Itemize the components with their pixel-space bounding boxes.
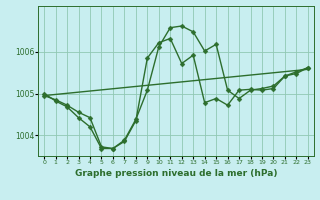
X-axis label: Graphe pression niveau de la mer (hPa): Graphe pression niveau de la mer (hPa) [75,169,277,178]
